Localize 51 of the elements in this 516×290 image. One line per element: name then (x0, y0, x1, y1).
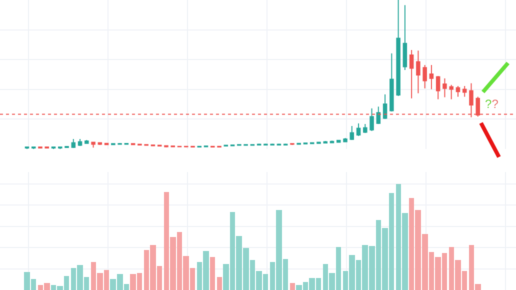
candlestick (78, 138, 82, 147)
candlestick (442, 78, 447, 98)
candlestick (416, 50, 420, 94)
candlestick (429, 64, 434, 90)
candlestick (91, 142, 96, 148)
candlestick (396, 0, 400, 96)
candlestick (237, 144, 242, 146)
candlestick (436, 75, 440, 100)
bar (290, 283, 295, 290)
candlestick (138, 143, 142, 146)
candlestick (250, 144, 255, 146)
candlestick (244, 144, 248, 146)
candlestick (264, 143, 268, 146)
candlestick (462, 85, 467, 98)
candlestick (370, 108, 374, 132)
text: ?? (485, 97, 499, 111)
candlestick (290, 142, 294, 146)
candlestick (31, 146, 36, 149)
candlestick (323, 140, 328, 144)
candlestick (382, 94, 388, 120)
candlestick (316, 142, 321, 144)
candlestick (390, 52, 394, 112)
candlestick (276, 143, 282, 146)
candlestick (283, 143, 288, 146)
candlestick (356, 122, 361, 137)
candlestick (58, 146, 62, 149)
candlestick (204, 145, 208, 148)
candlestick (111, 142, 116, 146)
candlestick (24, 146, 30, 149)
candlestick (170, 145, 175, 148)
candlestick (84, 140, 89, 144)
bar (210, 257, 215, 290)
candlestick (256, 143, 262, 146)
candlestick (409, 50, 414, 99)
candlestick (376, 106, 381, 124)
candlestick (456, 85, 460, 98)
candlestick (422, 64, 427, 89)
candlestick (343, 137, 348, 142)
candlestick (38, 146, 42, 149)
candlestick (363, 123, 368, 134)
candlestick (336, 140, 341, 144)
bar (217, 277, 222, 290)
candlestick (449, 84, 454, 100)
candlestick (51, 146, 56, 149)
candlestick (71, 138, 76, 148)
candlestick (402, 4, 408, 71)
candlestick (350, 126, 354, 141)
candlestick (144, 144, 148, 146)
candlestick (64, 146, 69, 148)
candlestick (164, 144, 168, 148)
candlestick (270, 143, 274, 146)
